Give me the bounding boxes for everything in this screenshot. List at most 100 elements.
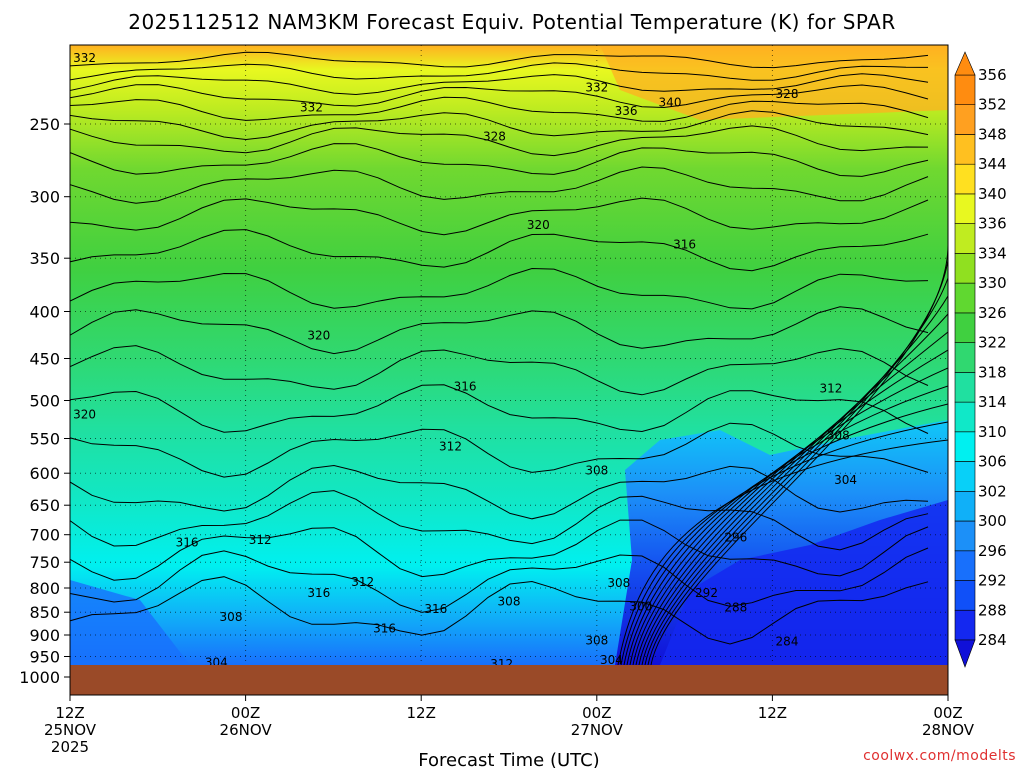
contour-value-label: 308: [827, 429, 850, 443]
colorbar-label: 344: [978, 155, 1007, 173]
contour-value-label: 312: [819, 381, 842, 395]
contour-value-label: 320: [73, 408, 96, 422]
colorbar-swatch: [954, 342, 976, 373]
theta-e-contour: [70, 464, 929, 520]
y-tick-label: 350: [29, 249, 60, 268]
pressure-axis: 250 300 350 400 450 500 550 600 650 700 750 800 850 9…: [19, 115, 70, 687]
x-tick-label: 00Z: [582, 704, 611, 722]
colorbar-label: 284: [978, 631, 1007, 649]
theta-e-contour: [70, 229, 929, 272]
theta-e-contour: [70, 197, 929, 236]
contour-value-label: 308: [607, 576, 630, 590]
contour-value-label: 312: [351, 575, 374, 589]
colorbar-swatch: [954, 431, 976, 462]
x-tick-label: 00Z: [231, 704, 260, 722]
contour-value-label: 288: [724, 600, 747, 614]
gridlines: [70, 45, 948, 665]
theta-e-contour: [620, 421, 948, 665]
theta-e-contour: [70, 422, 929, 478]
colorbar-label: 314: [978, 393, 1007, 411]
theta-e-contour: [70, 84, 929, 109]
contour-value-label: 340: [659, 96, 682, 110]
y-tick-label: 700: [29, 526, 60, 545]
colorbar-label: 330: [978, 274, 1007, 292]
contour-labels: 332 332 328 332 336 340 328 320 316 320 316 312 320 3…: [73, 51, 857, 671]
colorbar-label: 292: [978, 572, 1007, 590]
contour-value-label: 316: [373, 621, 396, 635]
colorbar-swatch: [954, 550, 976, 581]
plot-frame: [69, 44, 949, 696]
theta-e-contour: [70, 51, 929, 69]
plot-area: [70, 45, 948, 665]
colorbar-swatch: [954, 282, 976, 314]
x-tick-label: 00Z: [933, 704, 962, 722]
y-tick-label: 550: [29, 430, 60, 449]
theta-e-contour: [650, 242, 948, 665]
contour-value-label: 316: [454, 380, 477, 394]
contour-value-label: 300: [629, 600, 652, 614]
contour-value-label: 320: [307, 329, 330, 343]
x-tick-label: 12Z: [55, 704, 84, 722]
contour-value-label: 284: [776, 635, 799, 649]
colorbar-swatch: [954, 104, 976, 135]
x-tick-label: 2025: [51, 738, 89, 756]
colorbar-label: 296: [978, 542, 1007, 560]
colorbar-label: 334: [978, 244, 1007, 262]
theta-e-contour: [626, 385, 948, 665]
theta-e-contour: [70, 62, 929, 81]
chart-title: 2025112512 NAM3KM Forecast Equiv. Potent…: [128, 10, 896, 34]
colorbar-label: 356: [978, 66, 1007, 84]
theta-e-contour: [70, 384, 929, 434]
theta-e-contour: [635, 331, 948, 665]
colorbar-label: 310: [978, 423, 1007, 441]
theta-e-contour: [638, 313, 948, 665]
x-tick-label: 26NOV: [220, 721, 273, 739]
colorbar-swatch: [954, 223, 976, 254]
theta-e-contour: [641, 295, 948, 665]
x-axis-label: Forecast Time (UTC): [418, 750, 599, 768]
y-tick-label: 400: [29, 303, 60, 322]
contour-value-label: 316: [307, 586, 330, 600]
theta-e-contour: [70, 96, 929, 122]
theta-e-contour: [632, 349, 948, 665]
colorbar-swatch: [954, 193, 976, 224]
low-level-cool-region: [70, 580, 190, 665]
theta-e-contour: [70, 166, 929, 204]
contour-value-label: 292: [695, 586, 718, 600]
contour-value-label: 308: [498, 595, 521, 609]
theta-e-contour: [70, 125, 929, 157]
credit-text: coolwx.com/modelts: [863, 748, 1016, 764]
contour-value-label: 328: [776, 87, 799, 101]
x-tick-label: 12Z: [758, 704, 787, 722]
contour-value-label: 332: [73, 51, 96, 65]
x-tick-label: 27NOV: [571, 721, 624, 739]
colorbar-label: 288: [978, 601, 1007, 619]
contour-value-label: 336: [615, 104, 638, 118]
theta-e-contour: [70, 110, 929, 141]
theta-e-contour: [70, 490, 929, 551]
colorbar-label: 306: [978, 453, 1007, 471]
y-tick-label: 750: [29, 553, 60, 572]
colorbar-swatch: [954, 490, 976, 522]
y-tick-label: 900: [29, 626, 60, 645]
y-tick-label: 1000: [19, 668, 60, 687]
theta-e-contour: [623, 403, 948, 665]
colorbar-top-arrow: [954, 51, 976, 76]
ground-surface: [70, 665, 948, 695]
contour-value-label: 332: [300, 101, 323, 115]
contour-value-label: 328: [483, 130, 506, 144]
contour-value-label: 312: [439, 439, 462, 453]
colorbar-label: 300: [978, 512, 1007, 530]
contour-value-label: 308: [585, 464, 608, 478]
contour-value-label: 312: [249, 533, 272, 547]
colorbar-swatch: [954, 163, 976, 195]
colorbar-label: 318: [978, 363, 1007, 381]
y-tick-label: 850: [29, 603, 60, 622]
colorbar-swatch: [954, 401, 976, 433]
x-tick-label: 12Z: [407, 704, 436, 722]
colorbar-swatch: [954, 74, 976, 106]
y-tick-label: 650: [29, 496, 60, 515]
colorbar: 284 288 292 296 300 302 306 310 314 318 322 326 330 3…: [954, 51, 1007, 668]
